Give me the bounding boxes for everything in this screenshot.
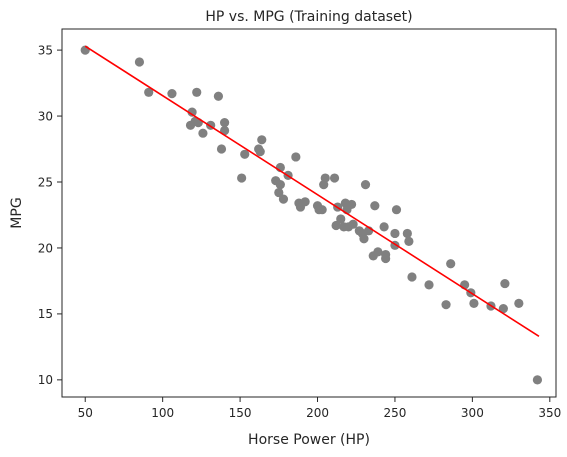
scatter-point: [348, 219, 358, 229]
scatter-point: [379, 222, 389, 232]
x-tick-label: 150: [229, 406, 252, 420]
scatter-point: [278, 194, 289, 204]
scatter-point: [336, 214, 346, 224]
scatter-point: [275, 180, 285, 190]
scatter-point: [407, 272, 417, 282]
plot-area: [80, 45, 543, 385]
scatter-point: [441, 300, 451, 310]
scatter-point: [329, 173, 340, 183]
scatter-point: [359, 234, 369, 244]
scatter-point: [167, 89, 177, 99]
scatter-point: [370, 201, 380, 211]
regression-line: [84, 45, 540, 338]
scatter-point: [187, 107, 197, 117]
scatter-point: [220, 125, 230, 136]
scatter-point: [373, 247, 383, 257]
scatter-point: [300, 197, 310, 207]
y-axis: 10 15 20 25 30 35: [38, 43, 62, 387]
scatter-point: [346, 199, 357, 210]
scatter-point: [360, 180, 371, 190]
scatter-point: [240, 149, 250, 159]
scatter-point: [213, 91, 224, 101]
scatter-point: [391, 205, 402, 215]
scatter-point: [220, 118, 230, 128]
scatter-point: [257, 135, 267, 145]
x-tick-label: 250: [383, 406, 406, 420]
scatter-point: [446, 259, 456, 269]
scatter-point: [514, 298, 524, 308]
y-tick-label: 15: [38, 307, 53, 321]
scatter-point: [193, 118, 203, 128]
scatter-point: [500, 278, 510, 289]
scatter-point: [390, 228, 400, 239]
scatter-point: [255, 147, 265, 157]
scatter-point: [320, 173, 330, 183]
scatter-point: [381, 253, 391, 264]
y-tick-label: 30: [38, 109, 53, 123]
x-tick-label: 300: [461, 406, 484, 420]
scatter-point: [274, 187, 284, 198]
x-axis: 50 100 150 200 250 300 350: [78, 397, 561, 420]
scatter-point: [237, 173, 247, 183]
x-tick-label: 100: [151, 406, 174, 420]
x-axis-title: Horse Power (HP): [248, 432, 370, 448]
scatter-point: [216, 144, 227, 154]
y-tick-label: 25: [38, 175, 53, 189]
scatter-point: [424, 280, 434, 290]
scatter-point: [498, 304, 508, 314]
scatter-point: [192, 87, 202, 97]
scatter-point: [469, 298, 479, 308]
scatter-point: [331, 220, 341, 231]
x-tick-label: 350: [538, 406, 561, 420]
y-tick-label: 20: [38, 241, 53, 255]
x-tick-label: 50: [78, 406, 93, 420]
scatter-point: [404, 236, 414, 246]
chart-title: HP vs. MPG (Training dataset): [205, 9, 412, 25]
scatter-point: [134, 57, 145, 67]
y-axis-title: MPG: [9, 197, 25, 228]
scatter-point: [198, 128, 208, 138]
scatter-point: [532, 375, 543, 385]
scatter-point: [291, 152, 301, 162]
plot-frame: [61, 28, 557, 398]
y-tick-label: 10: [38, 373, 53, 387]
scatter-point: [402, 228, 412, 239]
x-tick-label: 200: [306, 406, 329, 420]
y-tick-label: 35: [38, 43, 53, 57]
scatter-point: [144, 87, 154, 97]
scatter-point: [317, 205, 327, 215]
